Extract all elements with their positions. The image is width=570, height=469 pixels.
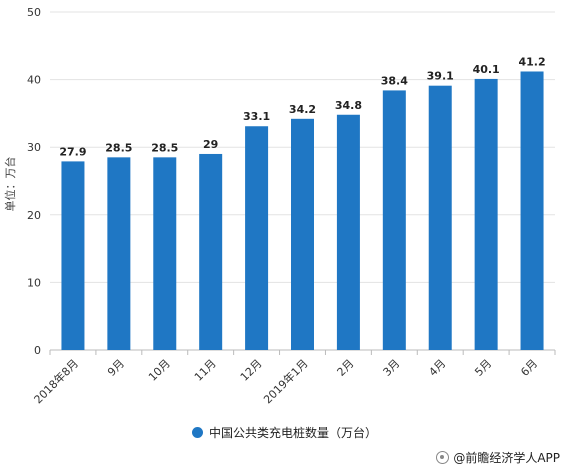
data-label: 33.1 [243, 110, 270, 123]
x-tick-label: 9月 [105, 357, 127, 379]
x-tick-label: 12月 [238, 357, 265, 384]
bar [245, 126, 269, 350]
data-label: 38.4 [381, 74, 408, 87]
x-tick-label: 2月 [335, 357, 357, 379]
bar [153, 157, 177, 350]
y-tick-label: 50 [27, 6, 41, 19]
x-tick-label: 3月 [381, 357, 403, 379]
x-tick-label: 5月 [472, 357, 494, 379]
data-label: 40.1 [473, 63, 500, 76]
y-tick-label: 20 [27, 209, 41, 222]
bar [107, 157, 131, 350]
logo-icon [436, 451, 450, 464]
data-label: 34.2 [289, 103, 316, 116]
x-tick-label: 11月 [192, 357, 219, 384]
data-label: 34.8 [335, 99, 362, 112]
y-tick-label: 10 [27, 276, 41, 289]
x-tick-label: 6月 [518, 357, 540, 379]
source-credit: @前瞻经济学人APP [436, 449, 560, 466]
credit-label: @前瞻经济学人APP [453, 451, 560, 465]
bars [61, 71, 544, 351]
data-label: 29 [203, 138, 218, 151]
bar [336, 114, 360, 350]
bar [61, 161, 85, 350]
y-axis-label: 单位：万台 [3, 157, 17, 212]
bar [428, 85, 452, 351]
bar [382, 90, 406, 350]
y-tick-label: 40 [27, 74, 41, 87]
legend-marker [192, 427, 203, 438]
data-label: 39.1 [427, 70, 454, 83]
legend-label: 中国公共类充电桩数量（万台） [209, 426, 378, 440]
x-tick-label: 2018年8月 [31, 356, 81, 406]
x-tick-label: 10月 [146, 357, 173, 384]
x-tick-label: 2019年1月 [260, 356, 310, 406]
bar [291, 118, 314, 350]
bar [520, 71, 544, 350]
data-label: 28.5 [151, 141, 178, 154]
y-axis-ticks: 0 10 20 30 40 50 [27, 6, 41, 357]
x-tick-label: 4月 [426, 357, 448, 379]
bar [474, 78, 498, 350]
bar [199, 153, 223, 350]
legend: 中国公共类充电桩数量（万台） [192, 424, 377, 441]
data-label: 41.2 [518, 55, 545, 68]
y-tick-label: 30 [27, 141, 41, 154]
y-tick-label: 0 [34, 344, 41, 357]
data-labels: 27.9 28.5 28.5 29 33.1 34.2 34.8 38.4 39.1 40.1 41… [59, 55, 545, 158]
data-label: 27.9 [59, 145, 86, 158]
data-label: 28.5 [105, 141, 132, 154]
